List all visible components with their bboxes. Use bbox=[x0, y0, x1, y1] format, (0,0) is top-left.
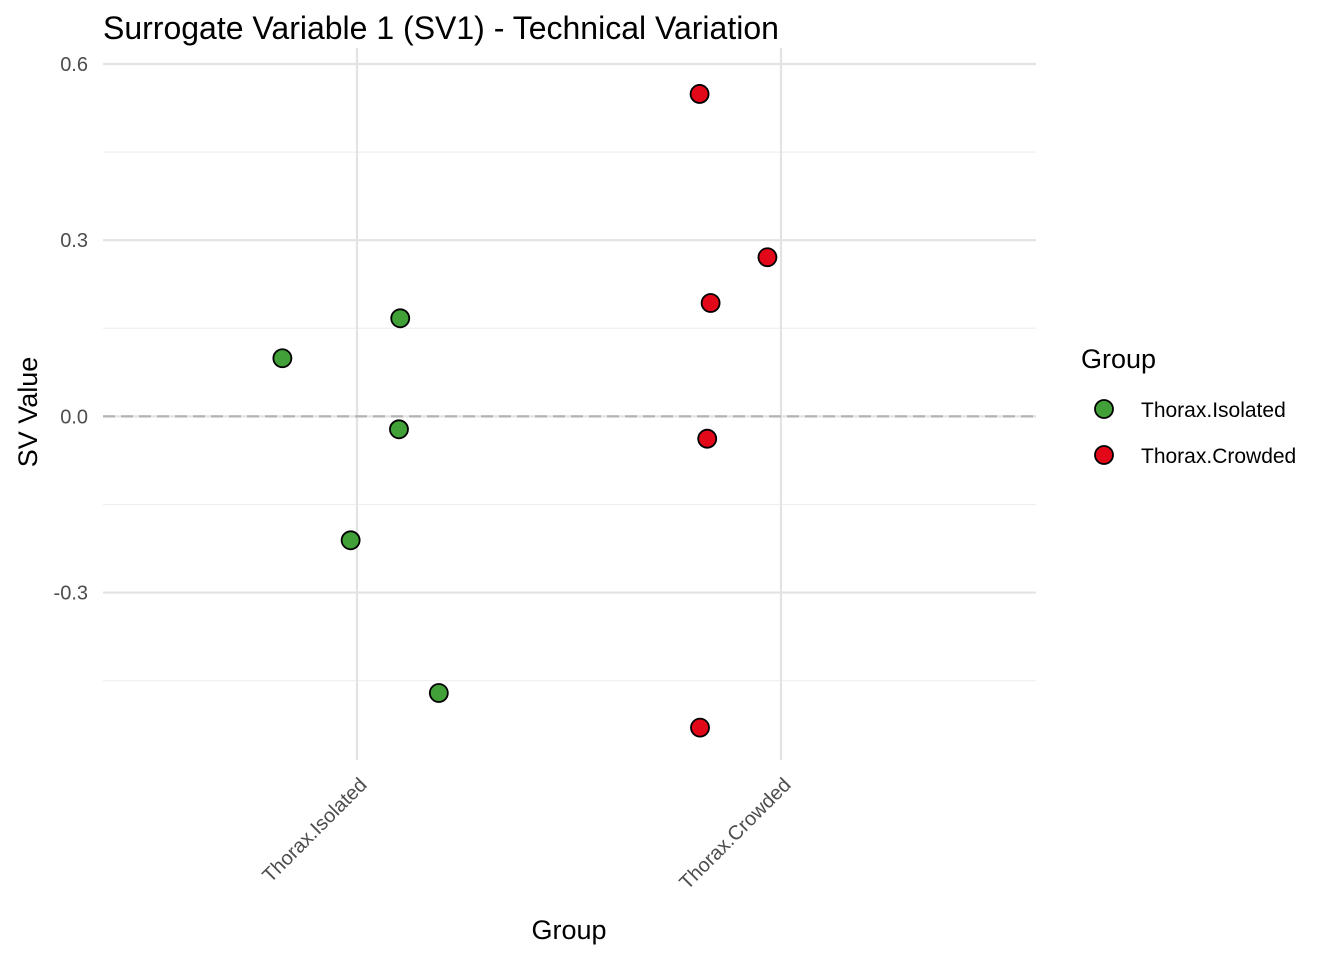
legend-label: Thorax.Isolated bbox=[1141, 399, 1286, 422]
data-point bbox=[272, 348, 293, 369]
major-gridlines bbox=[103, 48, 1036, 760]
minor-gridlines bbox=[103, 151, 1036, 682]
y-axis-tick-labels: 0.6 0.3 0.0 -0.3 bbox=[54, 54, 88, 605]
data-points bbox=[272, 84, 778, 738]
y-tick-label: 0.3 bbox=[60, 230, 88, 252]
legend: Group Thorax.Isolated Thorax.Crowded bbox=[1081, 344, 1296, 468]
data-point bbox=[689, 84, 710, 104]
legend-key bbox=[1094, 399, 1114, 419]
y-tick-label: -0.3 bbox=[54, 583, 88, 605]
y-tick-label: 0.0 bbox=[60, 406, 88, 428]
data-point bbox=[428, 683, 449, 703]
y-axis-title: SV Value bbox=[13, 357, 43, 468]
x-tick-label: Thorax.Crowded bbox=[675, 774, 795, 894]
data-point bbox=[690, 717, 710, 738]
x-axis-title: Group bbox=[531, 915, 606, 945]
data-point bbox=[390, 308, 411, 329]
data-point bbox=[700, 293, 721, 313]
legend-items: Thorax.Isolated Thorax.Crowded bbox=[1094, 399, 1296, 468]
plot-panel bbox=[103, 48, 1036, 760]
x-tick-label: Thorax.Isolated bbox=[258, 774, 371, 887]
x-axis-tick-labels: Thorax.Isolated Thorax.Crowded bbox=[258, 774, 795, 894]
data-point bbox=[757, 247, 778, 268]
chart-title: Surrogate Variable 1 (SV1) - Technical V… bbox=[103, 10, 779, 46]
data-point bbox=[389, 419, 409, 440]
legend-title: Group bbox=[1081, 344, 1156, 374]
data-point bbox=[340, 530, 361, 551]
legend-label: Thorax.Crowded bbox=[1141, 445, 1296, 468]
data-point bbox=[697, 428, 718, 449]
y-tick-label: 0.6 bbox=[60, 54, 88, 76]
legend-key bbox=[1094, 445, 1114, 465]
